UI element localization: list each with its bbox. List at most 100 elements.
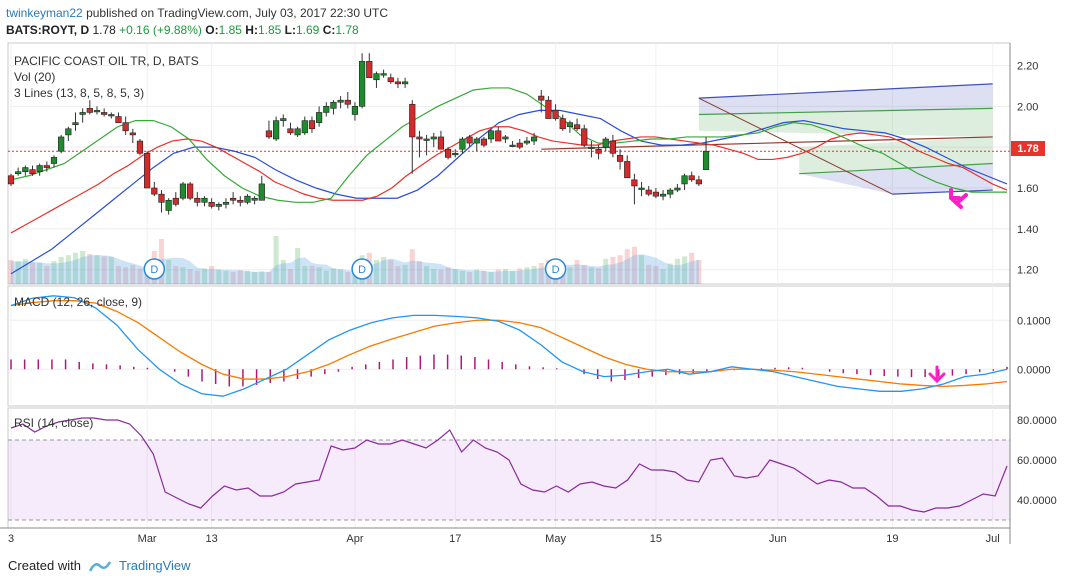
candle-body — [552, 110, 559, 119]
candle — [538, 89, 545, 113]
candle-body — [115, 116, 122, 123]
volume-bar — [502, 269, 508, 284]
candle — [487, 128, 495, 144]
volume-bar — [474, 269, 480, 284]
candle — [667, 188, 674, 199]
sma-slow-line — [10, 109, 1008, 275]
candle-body — [294, 128, 301, 136]
candle — [265, 120, 273, 139]
volume-bar — [22, 258, 28, 284]
candle-body — [265, 130, 273, 138]
candle — [187, 181, 194, 201]
dividend-marker: D — [143, 258, 166, 280]
candle-body — [136, 140, 144, 154]
candle-body — [444, 148, 452, 158]
candle-body — [65, 128, 72, 136]
tradingview-link[interactable]: TradingView — [118, 558, 191, 573]
candle — [43, 161, 50, 172]
candle-body — [72, 122, 79, 125]
candle — [179, 181, 187, 201]
volume-bar — [137, 268, 143, 284]
author-link[interactable]: twinkeyman22 — [6, 6, 83, 20]
candle — [423, 134, 430, 156]
volume-bar — [352, 270, 358, 284]
candle — [215, 202, 222, 211]
volume-bar — [8, 260, 14, 284]
candle — [480, 136, 488, 148]
candle-body — [316, 112, 323, 123]
time-tick-label: Jun — [769, 533, 787, 545]
candle — [638, 181, 645, 197]
candle — [58, 134, 65, 154]
volume-bar — [209, 266, 215, 284]
candle-body — [172, 197, 179, 205]
candle — [230, 192, 237, 205]
volume-bar — [101, 256, 107, 284]
pitchfork-line-upper — [698, 83, 993, 99]
high-value: 1.85 — [257, 23, 282, 37]
candle — [452, 149, 459, 158]
candle-body — [344, 99, 351, 105]
publish-info: published on TradingView.com, July 03, 2… — [86, 6, 389, 20]
candle — [702, 136, 710, 170]
volume-bar — [330, 268, 336, 284]
price-tick-label: 1.60 — [1017, 183, 1038, 195]
candle — [681, 173, 688, 191]
rsi-tick-label: 80.0000 — [1017, 415, 1057, 427]
candle — [36, 163, 43, 176]
candle-body — [545, 99, 552, 119]
candle — [15, 167, 22, 176]
candle-body — [638, 187, 645, 190]
volume-bar — [510, 270, 516, 284]
volume-bar — [194, 270, 200, 284]
arrow-down-icon — [928, 365, 946, 384]
candle — [674, 183, 681, 193]
volume-bar — [646, 264, 652, 284]
pitchfork-handle — [698, 97, 893, 195]
candle-body — [667, 189, 674, 195]
rsi-line — [10, 417, 1008, 513]
volume-bar — [653, 266, 659, 284]
volume-bar — [445, 267, 451, 284]
volume-bar — [459, 270, 465, 284]
time-tick-label: May — [545, 533, 566, 545]
volume-bar — [180, 267, 186, 284]
candle-body — [609, 140, 616, 154]
volume-bar — [495, 269, 501, 284]
volume-bar — [581, 264, 587, 284]
time-tick-label: 17 — [449, 533, 461, 545]
candle — [459, 136, 466, 154]
candle — [566, 120, 574, 133]
candle — [115, 112, 122, 123]
candle — [695, 175, 702, 186]
candle — [108, 112, 115, 119]
volume-bar — [94, 255, 100, 284]
price-tick-label: 2.20 — [1017, 60, 1038, 72]
candle — [545, 96, 552, 119]
footer: Created with TradingView — [8, 558, 191, 573]
close-label: C: — [322, 23, 336, 37]
dividend-marker-circle — [351, 258, 373, 280]
volume-bar — [416, 261, 422, 284]
candle-body — [158, 193, 165, 203]
candlestick-series — [7, 53, 710, 215]
candle — [287, 122, 294, 135]
volume-bar — [201, 268, 207, 284]
candle-body — [581, 128, 588, 146]
candle-body — [258, 183, 265, 201]
candle — [416, 130, 423, 158]
volume-bar — [323, 270, 329, 284]
candle — [473, 136, 480, 152]
candle-body — [452, 152, 459, 156]
candle-body — [301, 120, 308, 134]
candle-body — [7, 175, 15, 185]
dividend-marker: D — [544, 258, 567, 280]
candle-body — [287, 128, 294, 134]
candle-body — [459, 138, 466, 150]
candle-body — [702, 150, 710, 170]
volume-bar — [230, 272, 236, 284]
volume-bar — [689, 252, 695, 284]
candle-body — [244, 195, 251, 203]
candle-body — [681, 175, 688, 185]
volume-bar — [603, 258, 609, 284]
